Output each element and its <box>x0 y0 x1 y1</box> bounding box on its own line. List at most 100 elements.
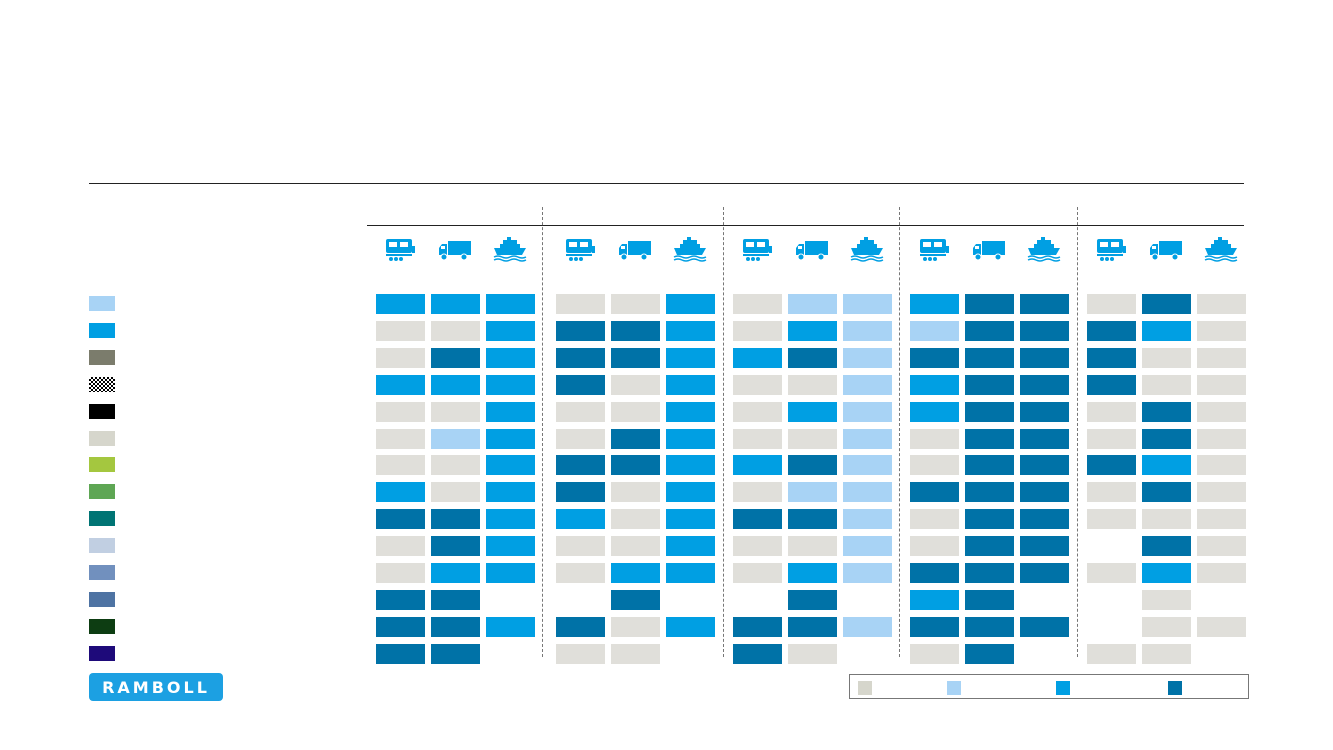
heatmap-cell <box>788 563 837 583</box>
heatmap-cell <box>611 536 660 556</box>
heatmap-cell <box>376 644 425 664</box>
heatmap-cell <box>376 482 425 502</box>
heatmap-cell <box>910 482 959 502</box>
heatmap-cell <box>556 509 605 529</box>
heatmap-cell <box>1142 375 1191 395</box>
train-icon <box>917 236 951 262</box>
heatmap-cell <box>556 348 605 368</box>
heatmap-cell <box>431 536 480 556</box>
heatmap-cell <box>556 321 605 341</box>
heatmap-cell <box>965 375 1014 395</box>
heatmap-cell <box>611 482 660 502</box>
heatmap-cell <box>666 536 715 556</box>
heatmap-cell <box>376 402 425 422</box>
heatmap-cell <box>611 375 660 395</box>
heatmap-cell <box>431 348 480 368</box>
heatmap-cell <box>788 429 837 449</box>
heatmap-cell <box>1142 429 1191 449</box>
row-swatch <box>89 377 115 392</box>
heatmap-cell <box>843 563 892 583</box>
row-swatch <box>89 511 115 526</box>
heatmap-cell <box>1197 563 1246 583</box>
heatmap-cell <box>556 482 605 502</box>
heatmap-cell <box>486 617 535 637</box>
heatmap-cell <box>843 429 892 449</box>
heatmap-cell <box>1087 644 1136 664</box>
heatmap-cell <box>1020 429 1069 449</box>
heatmap-cell <box>1197 536 1246 556</box>
heatmap-cell <box>376 455 425 475</box>
heatmap-cell <box>1087 455 1136 475</box>
train-icon <box>383 236 417 262</box>
heatmap-cell <box>965 482 1014 502</box>
heatmap-cell <box>1020 563 1069 583</box>
group-separator <box>1077 207 1078 657</box>
heatmap-cell <box>1142 536 1191 556</box>
truck-icon <box>972 236 1006 262</box>
heatmap-cell <box>910 348 959 368</box>
heatmap-cell <box>1142 321 1191 341</box>
heatmap-cell <box>486 402 535 422</box>
ship-icon <box>1027 236 1061 262</box>
heatmap-cell <box>788 294 837 314</box>
heatmap-cell <box>1142 455 1191 475</box>
heatmap-cell <box>556 644 605 664</box>
row-swatch <box>89 484 115 499</box>
heatmap-cell <box>1020 294 1069 314</box>
heatmap-cell <box>1142 348 1191 368</box>
heatmap-cell <box>556 455 605 475</box>
heatmap-cell <box>611 455 660 475</box>
truck-icon <box>438 236 472 262</box>
ship-icon <box>493 236 527 262</box>
heatmap-cell <box>1197 617 1246 637</box>
heatmap-cell <box>431 617 480 637</box>
heatmap-cell <box>1020 617 1069 637</box>
heatmap-cell <box>431 321 480 341</box>
heatmap-cell <box>1197 348 1246 368</box>
heatmap-cell <box>733 617 782 637</box>
heatmap-cell <box>1197 375 1246 395</box>
heatmap-cell <box>376 294 425 314</box>
heatmap-cell <box>1087 509 1136 529</box>
heatmap-cell <box>611 429 660 449</box>
heatmap-cell <box>910 509 959 529</box>
heatmap-cell <box>1197 509 1246 529</box>
heatmap-cell <box>733 536 782 556</box>
heatmap-cell <box>1142 563 1191 583</box>
train-icon <box>563 236 597 262</box>
heatmap-cell <box>910 429 959 449</box>
row-swatch <box>89 323 115 338</box>
heatmap-cell <box>1087 402 1136 422</box>
heatmap-cell <box>376 321 425 341</box>
row-swatch <box>89 350 115 365</box>
heatmap-cell <box>486 536 535 556</box>
heatmap-cell <box>965 294 1014 314</box>
heatmap-cell <box>1142 482 1191 502</box>
ship-icon <box>1204 236 1238 262</box>
heatmap-cell <box>910 321 959 341</box>
heatmap-cell <box>910 375 959 395</box>
heatmap-cell <box>843 455 892 475</box>
legend-swatch <box>1168 681 1182 695</box>
heatmap-cell <box>556 375 605 395</box>
heatmap-cell <box>666 563 715 583</box>
heatmap-cell <box>1087 482 1136 502</box>
heatmap-cell <box>1020 402 1069 422</box>
heatmap-cell <box>666 375 715 395</box>
heatmap-cell <box>788 644 837 664</box>
heatmap-cell <box>376 617 425 637</box>
row-swatch <box>89 404 115 419</box>
heatmap-cell <box>1142 590 1191 610</box>
heatmap-cell <box>1020 321 1069 341</box>
heatmap-cell <box>843 617 892 637</box>
heatmap-cell <box>733 563 782 583</box>
group-header-rule <box>367 225 1244 226</box>
heatmap-cell <box>666 348 715 368</box>
heatmap-cell <box>1197 455 1246 475</box>
row-swatch <box>89 565 115 580</box>
heatmap-cell <box>611 348 660 368</box>
heatmap-cell <box>1020 375 1069 395</box>
logo-text: RAMBOLL <box>102 677 210 697</box>
heatmap-cell <box>1087 563 1136 583</box>
heatmap-cell <box>556 563 605 583</box>
